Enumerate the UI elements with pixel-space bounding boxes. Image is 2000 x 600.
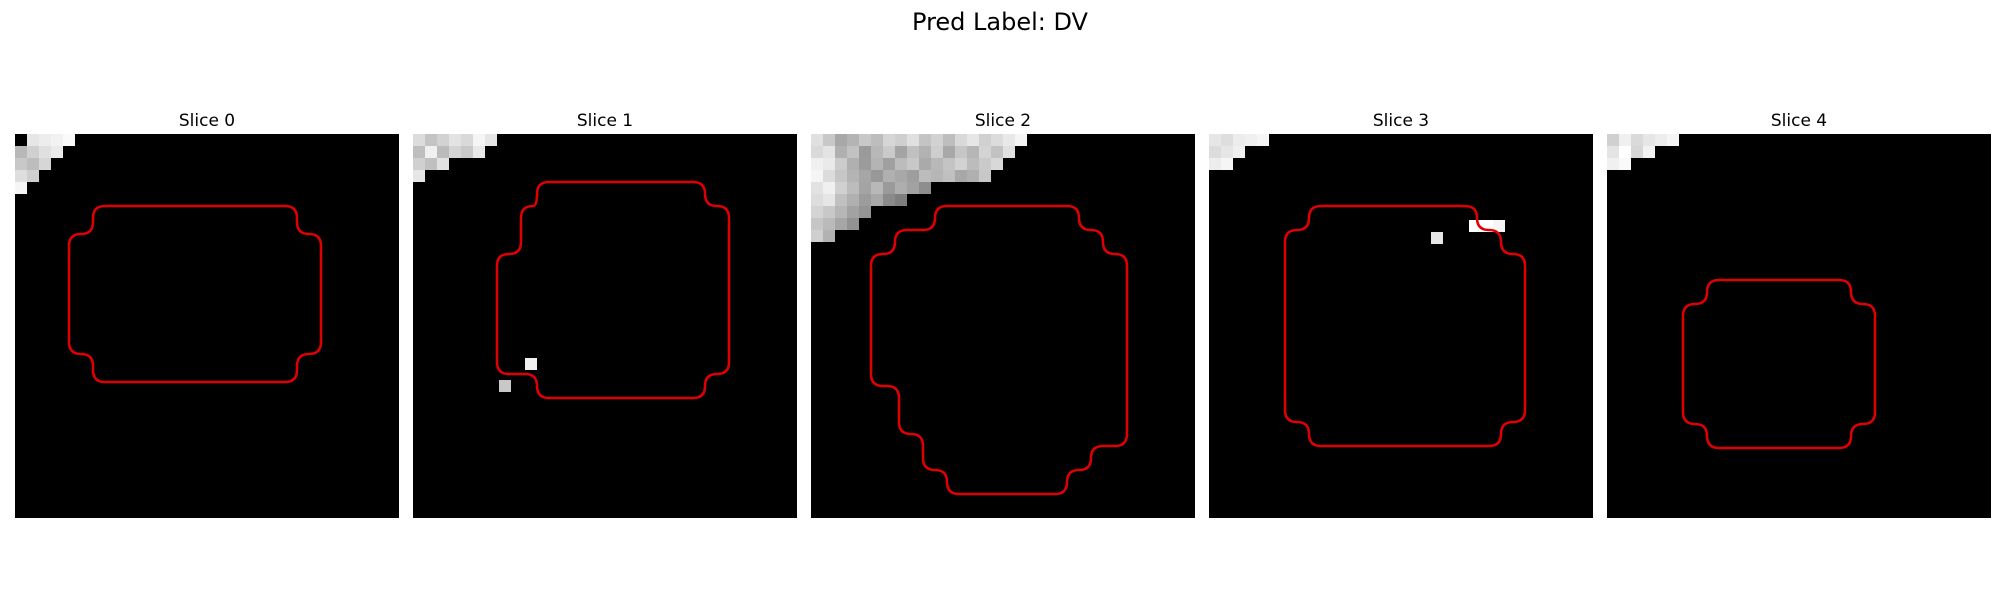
contour-outline — [1283, 204, 1527, 448]
slice-title-4: Slice 4 — [1770, 111, 1828, 131]
slice-panel-2: Slice 2 — [811, 108, 1195, 518]
slice-panel-0: Slice 0 — [15, 108, 399, 518]
slice-image-1 — [413, 134, 797, 518]
intensity-region — [811, 134, 1027, 242]
contour-outline — [1681, 278, 1877, 450]
intensity-region — [15, 134, 75, 194]
slice-title-3: Slice 3 — [1372, 111, 1430, 131]
figure-title: Pred Label: DV — [912, 8, 1088, 36]
slice-image-2 — [811, 134, 1195, 518]
contour-outline — [495, 180, 731, 400]
slice-panel-1: Slice 1 — [413, 108, 797, 518]
slice-image-0 — [15, 134, 399, 518]
slice-panel-3: Slice 3 — [1209, 108, 1593, 518]
intensity-region — [1607, 134, 1679, 170]
slice-image-3 — [1209, 134, 1593, 518]
contour-outline — [67, 204, 323, 384]
slice-title-0: Slice 0 — [178, 111, 236, 131]
slice-title-2: Slice 2 — [974, 111, 1032, 131]
slice-title-1: Slice 1 — [576, 111, 634, 131]
slice-image-4 — [1607, 134, 1991, 518]
contour-outline — [869, 204, 1129, 496]
slice-panel-4: Slice 4 — [1607, 108, 1991, 518]
intensity-region — [413, 134, 537, 392]
